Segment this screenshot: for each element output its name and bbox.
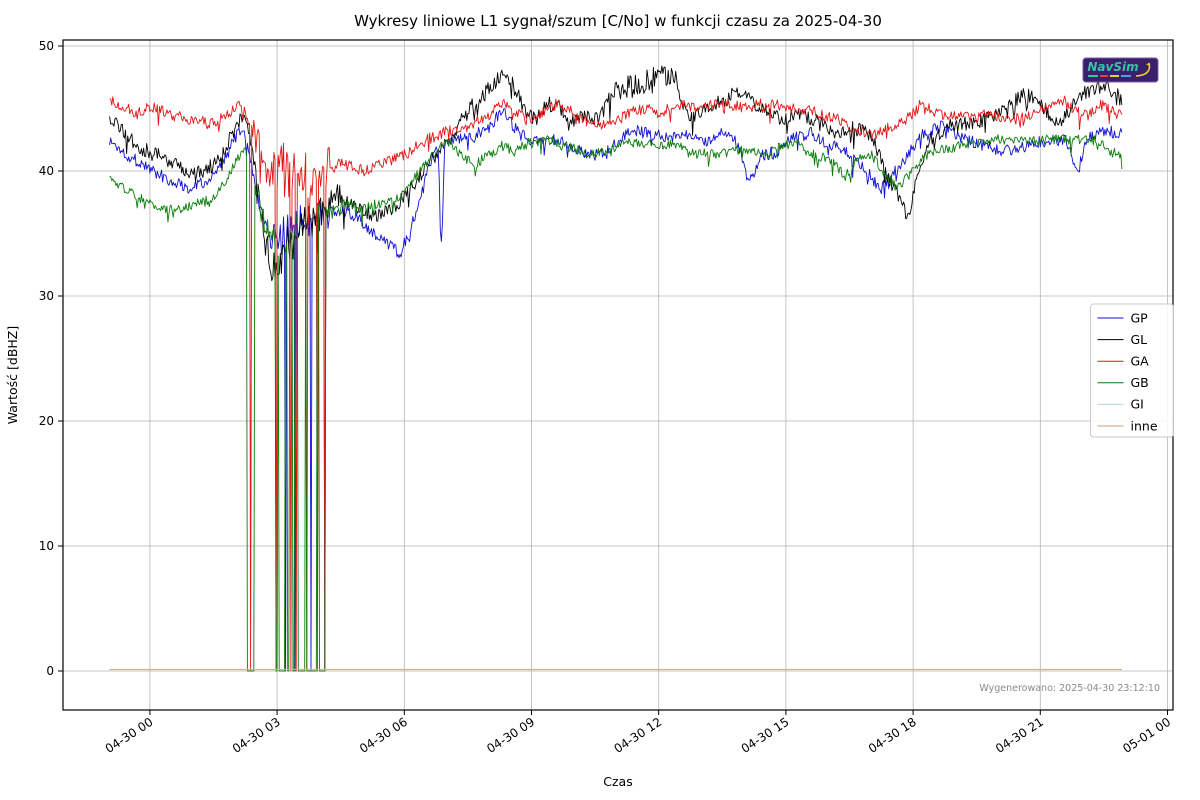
legend-entry-GP: GP	[1097, 310, 1149, 325]
x-tick-label: 04-30 15	[739, 715, 792, 756]
x-tick-label: 05-01 00	[1120, 715, 1173, 756]
x-tick-label: 04-30 03	[230, 715, 283, 756]
legend-box	[1090, 303, 1174, 438]
y-tick-label: 0	[46, 664, 54, 678]
y-tick-label: 20	[39, 414, 54, 428]
generated-timestamp: Wygenerowano: 2025-04-30 23:12:10	[979, 683, 1160, 694]
series-lines	[109, 65, 1123, 672]
legend-label-GL: GL	[1131, 332, 1148, 347]
y-tick-label: 10	[39, 539, 54, 553]
series-GL-line	[109, 65, 1123, 282]
series-GB-line	[109, 134, 1123, 672]
series-GA-line	[109, 95, 1123, 672]
x-tick-label: 04-30 18	[866, 715, 919, 756]
x-tick-label: 04-30 12	[611, 715, 664, 756]
legend-entry-GL: GL	[1097, 332, 1148, 347]
legend-entry-GI: GI	[1097, 397, 1144, 412]
legend-label-GP: GP	[1131, 310, 1149, 325]
legend-entry-GB: GB	[1097, 375, 1149, 390]
legend-label-inne: inne	[1131, 418, 1158, 433]
y-tick-label: 50	[39, 39, 54, 53]
legend-entry-inne: inne	[1097, 418, 1158, 433]
legend-entry-GA: GA	[1097, 354, 1150, 369]
x-tick-label: 04-30 00	[103, 715, 156, 756]
series-GP-line	[109, 108, 1123, 672]
plot-border	[62, 39, 1174, 711]
legend-label-GA: GA	[1131, 354, 1150, 369]
legend-label-GI: GI	[1131, 397, 1144, 412]
navsim-logo: NavSim	[1082, 57, 1159, 83]
x-axis-label: Czas	[603, 774, 632, 789]
logo-subtext-decoration	[1088, 75, 1131, 77]
legend-label-GB: GB	[1131, 375, 1149, 390]
axis-ticks: 04-30 00 04-30 03 04-30 06 04-30 09 04-30 12…	[39, 39, 1173, 756]
x-tick-label: 04-30 21	[993, 715, 1046, 756]
y-tick-label: 40	[39, 164, 54, 178]
gridlines	[63, 40, 1173, 710]
y-axis-label: Wartość [dBHZ]	[5, 326, 20, 425]
x-tick-label: 04-30 06	[357, 715, 410, 756]
logo-arrowhead-icon	[1146, 63, 1150, 67]
legend: GP GL GA GB GI inne	[1090, 303, 1174, 438]
x-tick-label: 04-30 09	[484, 715, 537, 756]
y-tick-label: 30	[39, 289, 54, 303]
logo-text: NavSim	[1087, 60, 1138, 74]
chart-title: Wykresy liniowe L1 sygnał/szum [C/No] w …	[354, 12, 882, 30]
